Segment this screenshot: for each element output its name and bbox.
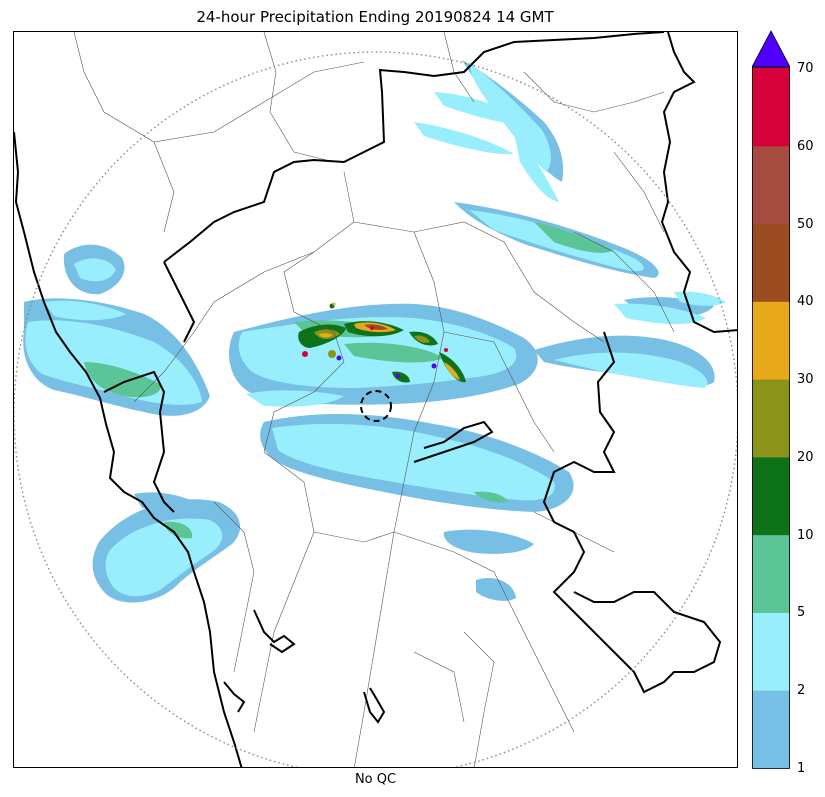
colorbar-segment: [752, 456, 790, 536]
colorbar-segment: [752, 223, 790, 302]
colorbar-tick-label: 60: [797, 138, 814, 154]
radar-map-canvas: [14, 32, 737, 767]
colorbar-segment: [752, 68, 790, 147]
colorbar-tick-label: 1: [797, 761, 806, 776]
colorbar-segment: [752, 534, 790, 613]
colorbar-tick-label: 30: [797, 372, 814, 388]
colorbar-tick-label: 40: [797, 294, 814, 310]
radar-range-ring: [14, 51, 737, 767]
colorbar-segment: [752, 379, 790, 458]
colorbar-tick-label: 5: [797, 605, 806, 621]
district-boundaries: [73, 32, 675, 767]
colorbar-segment: [752, 301, 790, 380]
radar-map: [13, 31, 738, 768]
colorbar-tick-label: 2: [797, 683, 806, 699]
colorbar-extend-arrow: [752, 30, 790, 68]
colorbar-tick-label: 50: [797, 216, 814, 232]
colorbar-tick-label: 70: [797, 61, 814, 76]
map-xlabel: No QC: [354, 772, 397, 787]
state-boundaries: [14, 32, 737, 767]
colorbar: [752, 30, 790, 769]
map-title: 24-hour Precipitation Ending 20190824 14…: [196, 8, 554, 26]
precip-heavy-cores: [298, 302, 466, 383]
radar-site-marker: [360, 390, 392, 422]
colorbar-segment: [752, 145, 790, 225]
colorbar-outline: [752, 67, 790, 769]
colorbar-tick-label: 10: [797, 527, 814, 543]
colorbar-segment: [752, 612, 790, 691]
colorbar-tick-label: 20: [797, 449, 814, 465]
colorbar-segment: [752, 690, 790, 769]
colorbar-segments: [752, 68, 790, 769]
